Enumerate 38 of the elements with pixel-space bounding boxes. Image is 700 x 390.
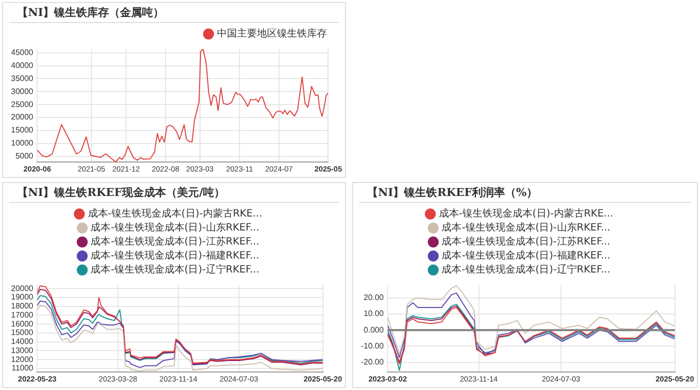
y-tick-label: 12000 <box>10 354 34 364</box>
y-tick-label: 14000 <box>10 337 34 346</box>
y-tick-label: 15000 <box>10 126 34 135</box>
y-tick-label: 40000 <box>10 61 34 70</box>
y-tick-label: 10.00 <box>364 309 384 318</box>
y-tick-label: 19000 <box>10 292 34 302</box>
legend-label: 成本-镍生铁现金成本(日)-山东RKEF... <box>442 222 610 234</box>
y-tick-label: 16000 <box>10 319 34 328</box>
legend-label: 成本-镍生铁现金成本(日)-江苏RKEF... <box>90 236 260 248</box>
legend-label: 成本-镍生铁现金成本(日)-山东RKEF... <box>90 222 260 234</box>
y-tick-label: 10000 <box>10 138 34 148</box>
chart-title: 【NI】镍生铁RKEF现金成本（美元/吨） <box>9 183 339 203</box>
chart-title: 【NI】镍生铁库存（金属吨） <box>9 3 339 23</box>
y-tick-label: 20000 <box>10 284 34 293</box>
y-tick-label: 20000 <box>10 112 34 122</box>
legend-label: 中国主要地区镍生铁库存 <box>217 28 327 40</box>
y-tick-label: 0.000 <box>364 325 384 334</box>
y-tick-label: 17000 <box>10 310 34 320</box>
y-tick-label: 30000 <box>10 86 34 96</box>
legend-label: 成本-镍生铁现金成本(日)-辽宁RKEF... <box>90 264 260 276</box>
y-tick-label: -20.00 <box>360 358 384 367</box>
y-tick-label: 11000 <box>12 364 34 373</box>
legend-label: 成本-镍生铁现金成本(日)-福建RKEF... <box>90 250 260 262</box>
chart-title: 【NI】镍生铁RKEF利润率（%） <box>359 183 691 203</box>
y-tick-label: 5000 <box>15 152 34 161</box>
y-tick-label: 20.00 <box>364 293 384 302</box>
legend-label: 成本-镍生铁现金成本(日)-内蒙古RKE... <box>438 208 614 220</box>
y-tick-label: 45000 <box>10 48 34 58</box>
y-tick-label: 13000 <box>10 346 34 355</box>
y-tick-label: 25000 <box>10 100 34 109</box>
legend-label: 成本-镍生铁现金成本(日)-辽宁RKEF... <box>442 264 610 276</box>
legend-label: 成本-镍生铁现金成本(日)-江苏RKEF... <box>442 236 610 248</box>
legend-label: 成本-镍生铁现金成本(日)-福建RKEF... <box>442 250 610 262</box>
y-tick-label: 15000 <box>10 328 34 338</box>
y-tick-label: 35000 <box>10 74 34 83</box>
y-tick-label: -10.00 <box>360 341 384 350</box>
legend-label: 成本-镍生铁现金成本(日)-内蒙古RKE... <box>88 208 262 220</box>
y-tick-label: 18000 <box>10 302 34 311</box>
